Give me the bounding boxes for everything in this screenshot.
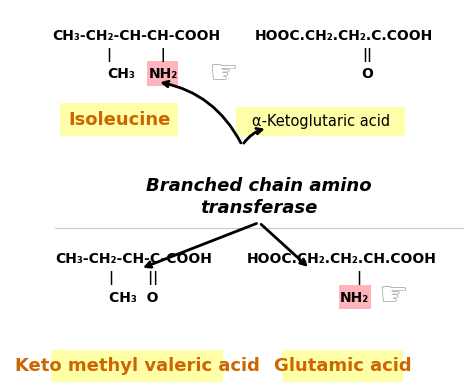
Text: CH₃-CH₂-CH-CH-COOH: CH₃-CH₂-CH-CH-COOH — [52, 29, 220, 43]
Text: CH₃  O: CH₃ O — [109, 291, 159, 305]
Text: Isoleucine: Isoleucine — [68, 111, 170, 129]
FancyBboxPatch shape — [339, 285, 371, 309]
FancyBboxPatch shape — [236, 107, 405, 136]
Text: |       ||: | || — [109, 271, 158, 285]
Text: HOOC.CH₂.CH₂.CH.COOH: HOOC.CH₂.CH₂.CH.COOH — [247, 252, 437, 266]
Text: NH₂: NH₂ — [149, 67, 178, 81]
Text: ||: || — [362, 48, 372, 62]
FancyBboxPatch shape — [146, 61, 179, 86]
FancyBboxPatch shape — [60, 103, 179, 136]
Text: Glutamic acid: Glutamic acid — [274, 357, 412, 375]
Text: ☞: ☞ — [378, 279, 408, 312]
Text: CH₃-CH₂-CH-C-COOH: CH₃-CH₂-CH-C-COOH — [55, 252, 212, 266]
Text: transferase: transferase — [201, 199, 318, 217]
Text: |: | — [356, 271, 361, 285]
Text: ☞: ☞ — [208, 57, 238, 91]
Text: α-Ketoglutaric acid: α-Ketoglutaric acid — [252, 114, 390, 129]
Text: CH₃: CH₃ — [107, 67, 135, 81]
Text: Branched chain amino: Branched chain amino — [146, 177, 372, 195]
FancyBboxPatch shape — [283, 350, 403, 382]
FancyBboxPatch shape — [51, 350, 223, 382]
Text: O: O — [361, 67, 373, 81]
Text: |          |: | | — [107, 48, 165, 62]
Text: Keto methyl valeric acid: Keto methyl valeric acid — [15, 357, 260, 375]
Text: HOOC.CH₂.CH₂.C.COOH: HOOC.CH₂.CH₂.C.COOH — [255, 29, 433, 43]
Text: NH₂: NH₂ — [340, 291, 369, 305]
